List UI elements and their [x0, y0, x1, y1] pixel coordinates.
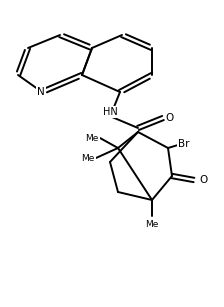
Text: Br: Br: [178, 139, 190, 149]
Text: Me: Me: [85, 134, 99, 142]
Text: N: N: [37, 87, 45, 97]
Text: O: O: [166, 113, 174, 123]
Text: Me: Me: [81, 154, 95, 162]
Text: Me: Me: [145, 220, 159, 228]
Text: HN: HN: [103, 107, 117, 117]
Text: O: O: [200, 175, 208, 185]
